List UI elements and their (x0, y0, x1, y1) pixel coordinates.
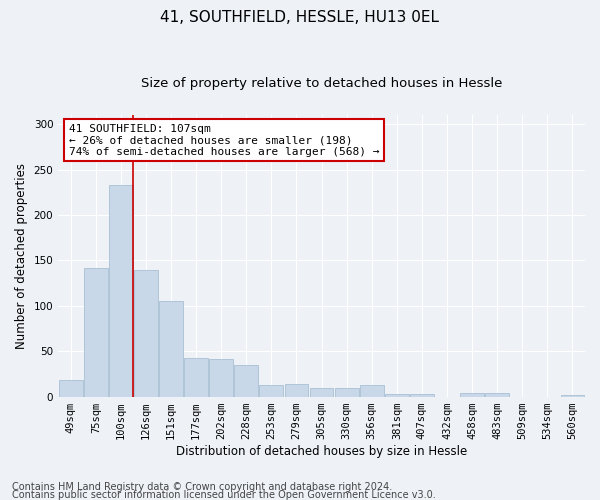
Text: Contains HM Land Registry data © Crown copyright and database right 2024.: Contains HM Land Registry data © Crown c… (12, 482, 392, 492)
Y-axis label: Number of detached properties: Number of detached properties (15, 163, 28, 349)
Bar (159, 302, 183, 396)
Bar (284, 384, 308, 396)
Bar (360, 385, 383, 396)
Text: 41, SOUTHFIELD, HESSLE, HU13 0EL: 41, SOUTHFIELD, HESSLE, HU13 0EL (161, 10, 439, 25)
Bar (259, 385, 283, 396)
Bar (410, 394, 434, 396)
Bar (385, 394, 409, 396)
Bar (109, 185, 133, 396)
Bar (235, 365, 258, 396)
Bar (460, 393, 484, 396)
Text: 41 SOUTHFIELD: 107sqm
← 26% of detached houses are smaller (198)
74% of semi-det: 41 SOUTHFIELD: 107sqm ← 26% of detached … (69, 124, 379, 157)
Bar (335, 388, 359, 396)
Bar (184, 358, 208, 397)
Bar (134, 270, 158, 396)
Bar (310, 388, 334, 396)
Bar (485, 393, 509, 396)
Bar (209, 360, 233, 397)
Bar (84, 268, 108, 396)
Bar (560, 395, 584, 396)
X-axis label: Distribution of detached houses by size in Hessle: Distribution of detached houses by size … (176, 444, 467, 458)
Text: Contains public sector information licensed under the Open Government Licence v3: Contains public sector information licen… (12, 490, 436, 500)
Bar (59, 380, 83, 396)
Title: Size of property relative to detached houses in Hessle: Size of property relative to detached ho… (141, 78, 502, 90)
